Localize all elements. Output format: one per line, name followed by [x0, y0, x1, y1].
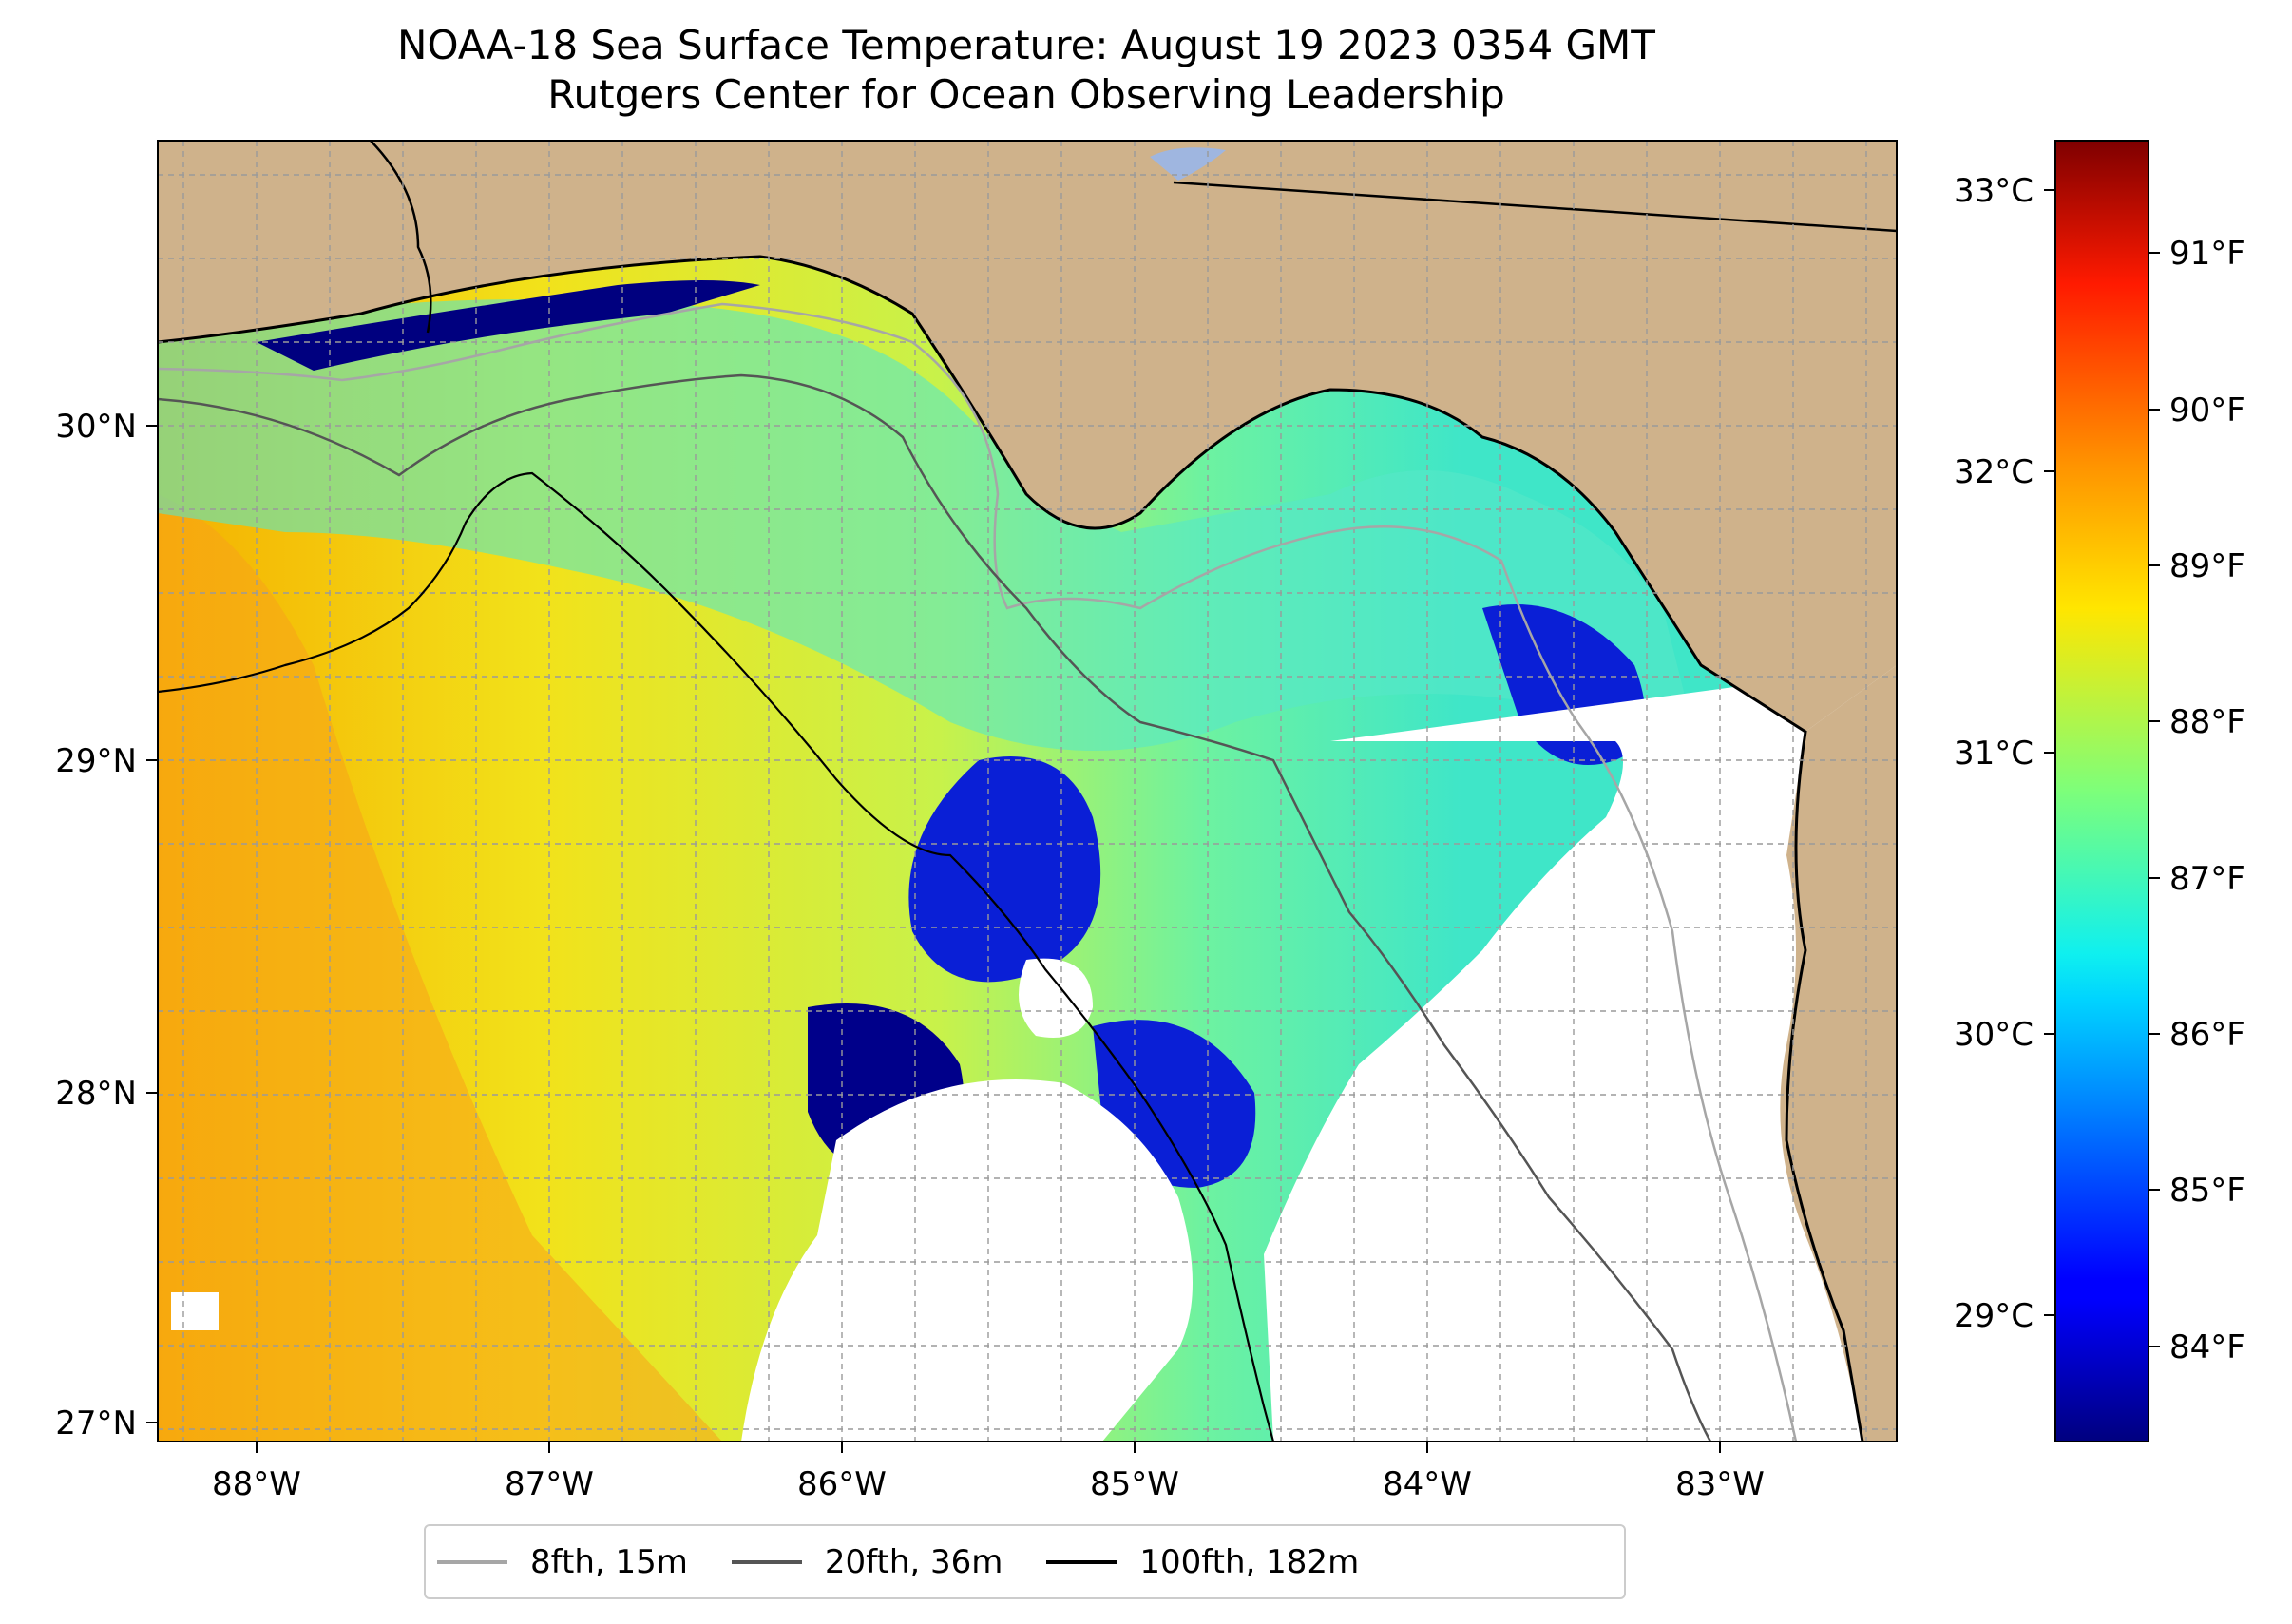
- title-line-1: NOAA-18 Sea Surface Temperature: August …: [397, 22, 1655, 68]
- longitude-axis: 88°W 87°W 86°W 85°W 84°W 83°W: [212, 1442, 1765, 1503]
- legend-swatch: [437, 1559, 507, 1564]
- legend-item-100fth: 100fth, 182m: [1046, 1543, 1359, 1581]
- lon-tick-label: 87°W: [505, 1465, 594, 1503]
- lon-tick-label: 84°W: [1383, 1465, 1472, 1503]
- land: [1780, 665, 1897, 1442]
- fahrenheit-tick-label: 88°F: [2169, 703, 2245, 741]
- fahrenheit-tick-label: 85°F: [2169, 1172, 2245, 1210]
- celsius-tick-label: 31°C: [1954, 735, 2034, 773]
- title-line-2: Rutgers Center for Ocean Observing Leade…: [547, 71, 1505, 118]
- fahrenheit-tick-label: 91°F: [2169, 235, 2245, 273]
- celsius-tick-label: 29°C: [1954, 1297, 2034, 1335]
- lake: [1150, 147, 1226, 181]
- lon-tick-label: 88°W: [212, 1465, 301, 1503]
- colorbar-fahrenheit-axis: 91°F 90°F 89°F 88°F 87°F 86°F 85°F 84°F: [2149, 235, 2245, 1366]
- celsius-tick-label: 30°C: [1954, 1016, 2034, 1054]
- lon-tick-label: 85°W: [1090, 1465, 1179, 1503]
- legend-label: 8fth, 15m: [530, 1542, 688, 1581]
- isobath-100fth: [158, 471, 1275, 1442]
- map-area: [158, 141, 1897, 1442]
- cloud-mask: [1264, 665, 1897, 1442]
- colorbar-gradient: [2054, 140, 2149, 1442]
- lat-tick-label: 29°N: [55, 742, 137, 780]
- state-boundary: [370, 141, 432, 334]
- latitude-axis: 30°N 29°N 28°N 27°N: [55, 408, 158, 1442]
- land: [158, 141, 1897, 732]
- fahrenheit-tick-label: 90°F: [2169, 392, 2245, 430]
- celsius-tick-label: 33°C: [1954, 172, 2034, 210]
- warm-water-region: [158, 494, 722, 1442]
- cold-coastal-strip: [257, 280, 760, 371]
- cold-patch: [908, 756, 1101, 983]
- legend-swatch: [731, 1559, 802, 1564]
- fahrenheit-tick-label: 89°F: [2169, 547, 2245, 585]
- lon-tick-label: 86°W: [797, 1465, 887, 1503]
- legend-label: 20fth, 36m: [824, 1542, 1003, 1581]
- lat-tick-label: 27°N: [55, 1404, 137, 1442]
- fahrenheit-tick-label: 84°F: [2169, 1328, 2245, 1366]
- legend-label: 100fth, 182m: [1139, 1542, 1360, 1581]
- lat-tick-label: 28°N: [55, 1075, 137, 1113]
- map-border: [157, 140, 1898, 1442]
- fahrenheit-tick-label: 87°F: [2169, 860, 2245, 898]
- coastal-cool-water: [158, 299, 1691, 751]
- isobath-20fth: [158, 373, 1712, 1442]
- colorbar: 33°C 32°C 31°C 30°C 29°C 91°F 90°F 89°F …: [1954, 140, 2245, 1442]
- legend-item-8fth: 8fth, 15m: [437, 1543, 688, 1581]
- celsius-tick-label: 32°C: [1954, 453, 2034, 491]
- fahrenheit-tick-label: 86°F: [2169, 1016, 2245, 1054]
- lat-tick-label: 30°N: [55, 408, 137, 446]
- lon-tick-label: 83°W: [1675, 1465, 1765, 1503]
- colorbar-celsius-axis: 33°C 32°C 31°C 30°C 29°C: [1954, 172, 2055, 1335]
- isobath-8fth: [158, 302, 1798, 1442]
- legend-swatch: [1046, 1559, 1117, 1564]
- cloud-mask: [741, 1079, 1193, 1442]
- cloud-mask: [1019, 958, 1093, 1038]
- legend-item-20fth: 20fth, 36m: [731, 1542, 1003, 1581]
- isobath-legend: 8fth, 15m 20fth, 36m 100fth, 182m: [424, 1524, 1626, 1599]
- chart-title: NOAA-18 Sea Surface Temperature: August …: [152, 21, 1900, 120]
- cloud-mask: [171, 1292, 219, 1330]
- state-boundary: [1173, 181, 1897, 233]
- graticule: [158, 141, 1897, 1442]
- coastline: [158, 255, 1864, 1442]
